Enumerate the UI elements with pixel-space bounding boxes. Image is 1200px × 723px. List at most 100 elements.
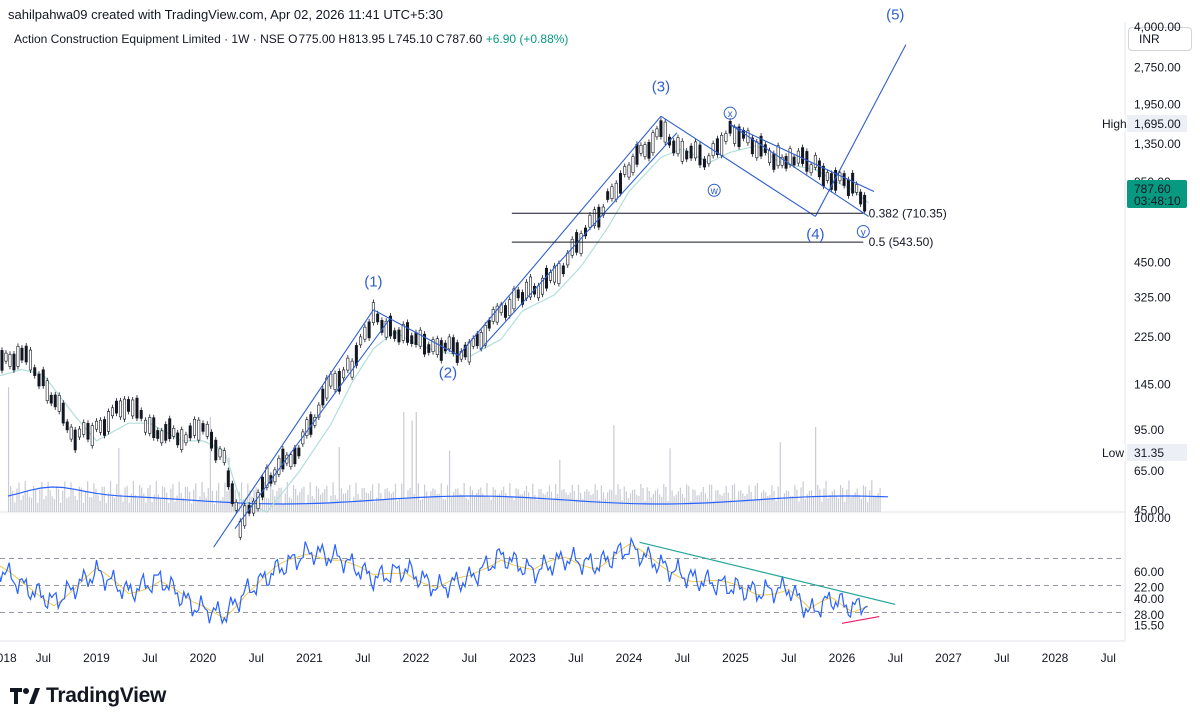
volume-bar bbox=[465, 498, 467, 512]
volume-bar bbox=[763, 490, 765, 512]
volume-bar bbox=[555, 484, 557, 512]
candle-body bbox=[73, 429, 77, 451]
volume-bar bbox=[55, 486, 58, 512]
candle-body bbox=[260, 476, 264, 498]
volume-bar bbox=[388, 491, 390, 512]
time-axis-tick-label: 2024 bbox=[616, 651, 643, 665]
volume-bar bbox=[442, 499, 444, 512]
price-axis-tick-label: 45.00 bbox=[1134, 503, 1164, 517]
volume-series bbox=[8, 387, 881, 512]
candle-body bbox=[694, 141, 698, 159]
candle-body bbox=[842, 173, 846, 186]
volume-bar bbox=[862, 485, 865, 512]
candle-body bbox=[281, 448, 285, 470]
tradingview-logo-icon bbox=[10, 688, 40, 704]
price-axis-tick-label: 225.00 bbox=[1134, 330, 1171, 344]
axis-badge-bg bbox=[1127, 444, 1187, 461]
volume-bar bbox=[729, 499, 731, 512]
volume-bar bbox=[259, 503, 261, 512]
candle-body bbox=[380, 320, 384, 333]
candle-body bbox=[226, 470, 230, 488]
candle-body bbox=[126, 399, 130, 412]
volume-bar bbox=[438, 493, 440, 512]
volume-bar bbox=[87, 481, 89, 512]
volume-bar bbox=[457, 488, 459, 512]
symbol-name[interactable]: Action Construction Equipment Limited · … bbox=[14, 32, 285, 46]
volume-bar bbox=[97, 495, 99, 512]
candle-body bbox=[143, 419, 147, 433]
candle-body bbox=[82, 422, 86, 435]
last-price-value: 787.60 bbox=[1134, 182, 1171, 196]
candle-body bbox=[184, 434, 188, 444]
ohlc-high: H813.95 bbox=[338, 32, 385, 46]
volume-bar bbox=[95, 488, 97, 512]
time-axis-tick-label: 2025 bbox=[722, 651, 749, 665]
candle-body bbox=[401, 324, 405, 341]
candle-body bbox=[49, 394, 53, 404]
volume-bar bbox=[817, 485, 819, 512]
volume-bar bbox=[756, 482, 758, 512]
volume-bar bbox=[656, 488, 659, 512]
candle-body bbox=[41, 369, 45, 387]
volume-bar bbox=[559, 459, 561, 512]
candle-body bbox=[801, 147, 805, 164]
candle-body bbox=[376, 313, 380, 323]
volume-bar bbox=[18, 482, 20, 512]
time-axis-tick-label: 2027 bbox=[935, 651, 962, 665]
price-axis-tick-label: 22.00 bbox=[1134, 581, 1164, 595]
volume-bar bbox=[220, 500, 222, 512]
volume-bar bbox=[542, 493, 544, 512]
volume-bar bbox=[494, 489, 496, 512]
volume-bar bbox=[519, 494, 521, 512]
volume-bar bbox=[694, 490, 696, 512]
candle-body bbox=[90, 425, 94, 446]
volume-bar bbox=[12, 490, 14, 512]
volume-ma-line bbox=[7, 486, 889, 505]
volume-bar bbox=[829, 495, 831, 512]
currency-button[interactable]: INR bbox=[1128, 27, 1192, 51]
time-axis-tick-label: Jul bbox=[781, 651, 796, 665]
volume-bar bbox=[684, 497, 686, 512]
volume-bar bbox=[800, 487, 802, 512]
volume-bar bbox=[207, 488, 209, 512]
candle-body bbox=[61, 402, 65, 424]
candle-body bbox=[809, 164, 813, 174]
candle-body bbox=[98, 420, 102, 433]
volume-bar bbox=[134, 495, 137, 512]
volume-bar bbox=[596, 489, 598, 512]
volume-bar bbox=[361, 488, 363, 512]
candle-body bbox=[503, 305, 507, 318]
volume-bar bbox=[305, 503, 307, 512]
volume-bar bbox=[469, 486, 471, 512]
candle-body bbox=[354, 345, 358, 366]
volume-bar bbox=[390, 493, 392, 512]
volume-bar bbox=[116, 484, 118, 512]
candle-body bbox=[192, 419, 196, 436]
candle-body bbox=[135, 397, 139, 419]
volume-bar bbox=[652, 493, 654, 512]
price-axis-tick-label: 65.00 bbox=[1134, 464, 1164, 478]
volume-bar bbox=[330, 495, 332, 512]
candle-body bbox=[230, 483, 234, 504]
volume-bar bbox=[733, 483, 736, 512]
candle-body bbox=[238, 520, 242, 538]
volume-bar bbox=[155, 481, 157, 512]
wave-line bbox=[373, 309, 459, 356]
volume-bar bbox=[32, 486, 35, 512]
time-axis-tick-label: Jul bbox=[36, 651, 51, 665]
volume-bar bbox=[197, 500, 199, 512]
volume-bar bbox=[290, 498, 293, 512]
volume-bar bbox=[245, 497, 247, 512]
wave-subwave-marker bbox=[856, 224, 870, 238]
candle-body bbox=[610, 186, 614, 199]
rsi-axis-tick-label: 40.00 bbox=[1134, 592, 1164, 606]
ohlc-close: C787.60 bbox=[435, 32, 483, 46]
volume-bar bbox=[744, 495, 746, 512]
candle-body bbox=[305, 419, 309, 436]
volume-bar bbox=[351, 502, 353, 512]
volume-bar bbox=[201, 482, 203, 512]
volume-bar bbox=[611, 490, 613, 512]
volume-bar bbox=[112, 496, 114, 512]
candle-body bbox=[102, 419, 106, 436]
